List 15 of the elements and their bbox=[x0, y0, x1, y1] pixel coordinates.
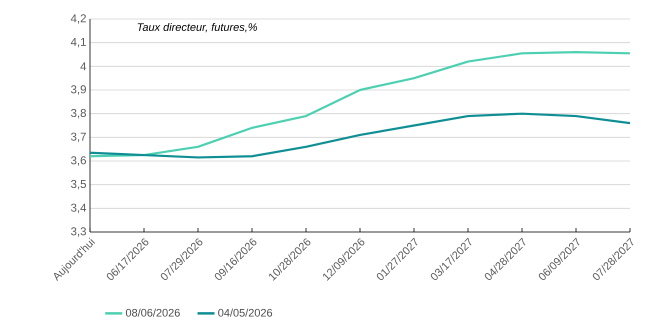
y-tick-label: 3,9 bbox=[70, 85, 86, 95]
y-tick-label: 3,6 bbox=[70, 156, 86, 166]
legend-label: 04/05/2026 bbox=[218, 308, 272, 317]
line-series bbox=[90, 51, 630, 158]
y-tick-label: 3,3 bbox=[70, 227, 86, 237]
chart-title: Taux directeur, futures,% bbox=[138, 22, 258, 32]
y-tick-label: 4,1 bbox=[70, 38, 86, 48]
line-series bbox=[90, 112, 630, 159]
y-tick-label: 3,5 bbox=[70, 180, 86, 190]
y-tick-label: 3,4 bbox=[70, 204, 86, 214]
y-tick-label: 3,8 bbox=[70, 108, 86, 118]
y-tick-label: 3,7 bbox=[70, 132, 86, 142]
legend-label: 08/06/2026 bbox=[126, 308, 180, 317]
y-tick-label: 4,2 bbox=[70, 14, 86, 24]
y-tick-label: 4 bbox=[80, 62, 86, 70]
